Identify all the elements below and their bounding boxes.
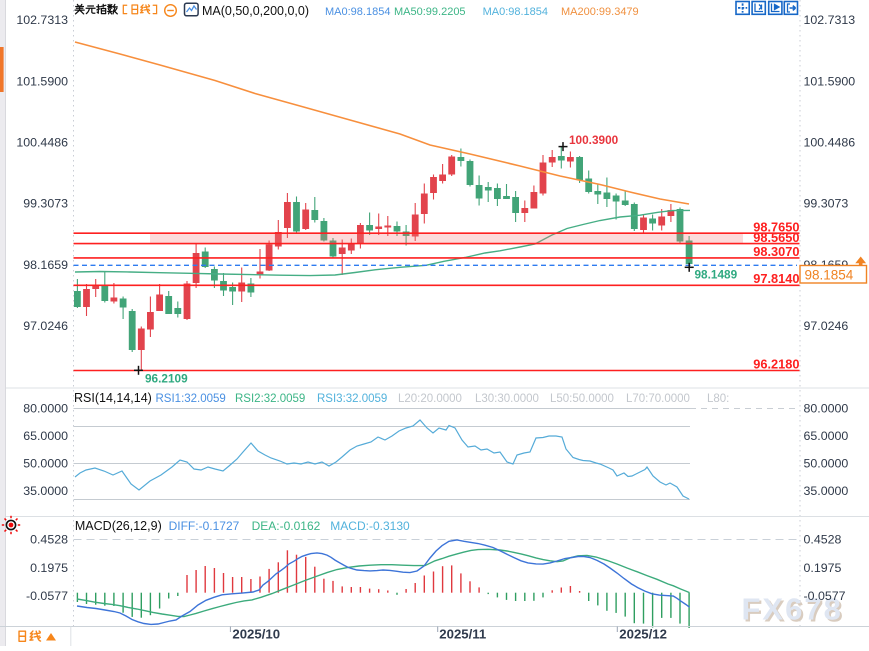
svg-text:DIFF:-0.1727: DIFF:-0.1727 <box>169 519 240 533</box>
svg-text:0.4528: 0.4528 <box>30 533 68 547</box>
svg-text:MACD:-0.3130: MACD:-0.3130 <box>330 519 410 533</box>
svg-text:L50:50.0000: L50:50.0000 <box>550 393 614 405</box>
svg-text:101.5900: 101.5900 <box>16 74 68 88</box>
svg-text:RSI2:32.0059: RSI2:32.0059 <box>235 393 305 405</box>
svg-text:2025/12: 2025/12 <box>619 627 667 642</box>
svg-text:102.7313: 102.7313 <box>16 13 68 27</box>
svg-text:-0.0577: -0.0577 <box>26 589 68 603</box>
svg-text:MACD(26,12,9): MACD(26,12,9) <box>75 519 162 533</box>
svg-text:97.8140: 97.8140 <box>753 271 799 286</box>
svg-text:RSI3:32.0059: RSI3:32.0059 <box>317 393 387 405</box>
svg-text:98.1854: 98.1854 <box>805 268 854 283</box>
svg-text:97.0246: 97.0246 <box>804 319 849 333</box>
svg-text:L20:20.0000: L20:20.0000 <box>398 393 462 405</box>
svg-text:50.0000: 50.0000 <box>23 456 68 470</box>
svg-text:MA0:98.1854: MA0:98.1854 <box>483 6 548 18</box>
svg-text:MA0:98.1854: MA0:98.1854 <box>325 6 390 18</box>
svg-text:98.1489: 98.1489 <box>695 268 738 282</box>
svg-text:MA(0,50,0,200,0,0): MA(0,50,0,200,0,0) <box>202 4 309 18</box>
svg-text:99.3073: 99.3073 <box>23 197 68 211</box>
svg-text:101.5900: 101.5900 <box>804 74 856 88</box>
svg-text:RSI(14,14,14): RSI(14,14,14) <box>74 391 152 405</box>
svg-text:100.4486: 100.4486 <box>804 136 856 150</box>
svg-text:96.2109: 96.2109 <box>145 372 188 386</box>
svg-text:L80:: L80: <box>707 393 729 405</box>
svg-text:100.4486: 100.4486 <box>16 136 68 150</box>
svg-text:FX678: FX678 <box>742 592 843 627</box>
svg-text:97.0246: 97.0246 <box>23 319 68 333</box>
svg-text:MA200:99.3479: MA200:99.3479 <box>561 6 639 18</box>
svg-text:98.7650: 98.7650 <box>753 219 799 234</box>
svg-text:-0.0577: -0.0577 <box>804 589 846 603</box>
svg-text:98.3070: 98.3070 <box>753 244 799 259</box>
svg-text:2025/10: 2025/10 <box>232 627 280 642</box>
svg-text:2025/11: 2025/11 <box>439 627 486 642</box>
svg-text:80.0000: 80.0000 <box>23 402 68 416</box>
svg-text:99.3073: 99.3073 <box>804 197 849 211</box>
svg-text:50.0000: 50.0000 <box>804 456 849 470</box>
svg-text:35.0000: 35.0000 <box>804 484 849 498</box>
svg-text:98.5650: 98.5650 <box>753 230 799 245</box>
svg-text:RSI1:32.0059: RSI1:32.0059 <box>156 393 226 405</box>
svg-text:96.2180: 96.2180 <box>753 356 799 371</box>
svg-text:35.0000: 35.0000 <box>23 484 68 498</box>
svg-text:0.4528: 0.4528 <box>804 533 842 547</box>
svg-text:DEA:-0.0162: DEA:-0.0162 <box>252 519 321 533</box>
svg-text:102.7313: 102.7313 <box>804 13 856 27</box>
svg-text:100.3900: 100.3900 <box>569 133 619 147</box>
svg-text:80.0000: 80.0000 <box>804 402 849 416</box>
svg-text:L30:30.0000: L30:30.0000 <box>475 393 539 405</box>
svg-text:65.0000: 65.0000 <box>804 429 849 443</box>
svg-text:L70:70.0000: L70:70.0000 <box>626 393 690 405</box>
svg-text:0.1975: 0.1975 <box>30 561 68 575</box>
svg-text:65.0000: 65.0000 <box>23 429 68 443</box>
svg-text:98.1659: 98.1659 <box>23 258 68 272</box>
svg-text:0.1975: 0.1975 <box>804 561 842 575</box>
svg-text:MA50:99.2205: MA50:99.2205 <box>394 6 466 18</box>
svg-text:FX678: FX678 <box>744 594 845 629</box>
